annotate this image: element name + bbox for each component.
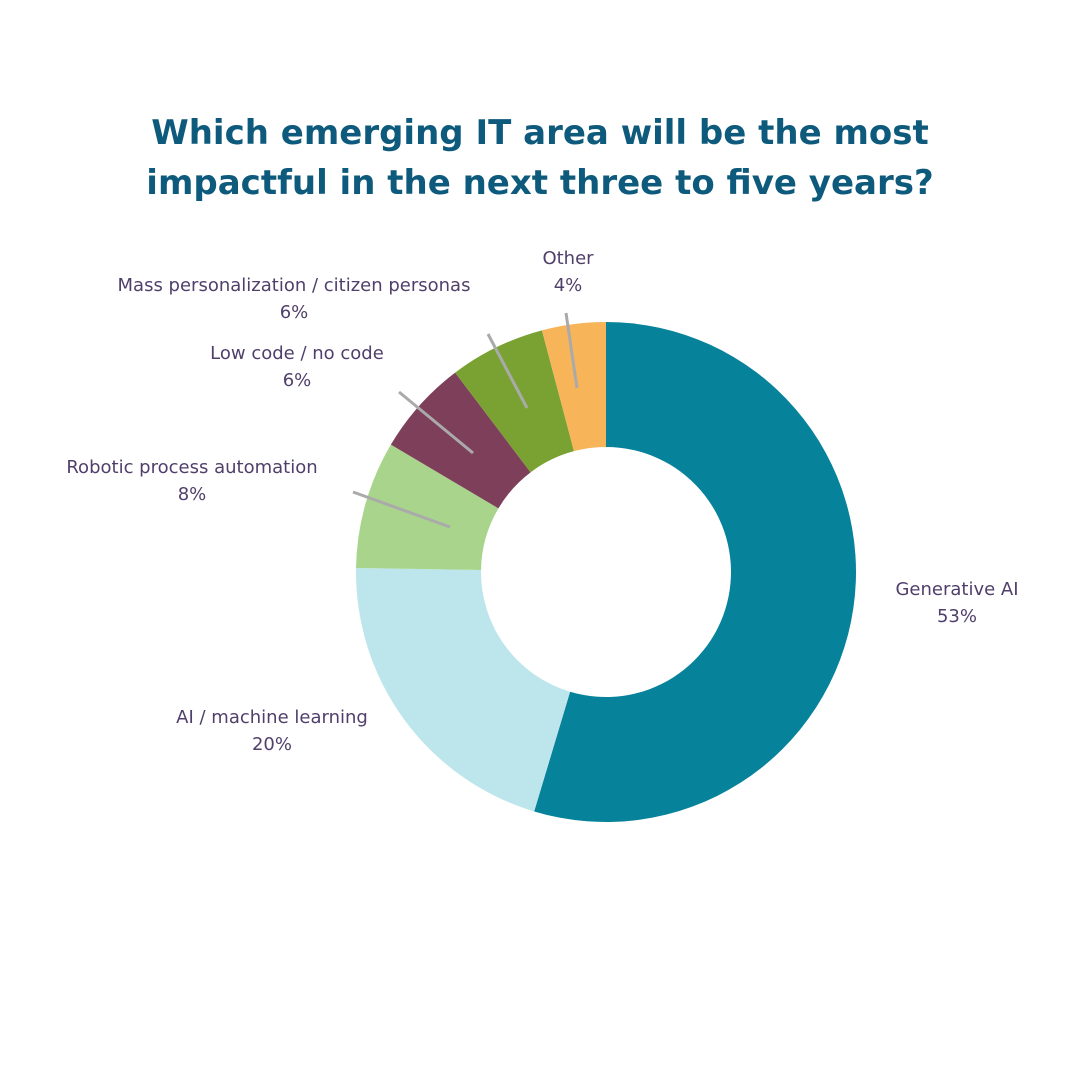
slice-value-low-code-no-code: 6% — [283, 370, 312, 391]
slice-generative-ai — [534, 322, 857, 822]
leader-lines — [352, 312, 579, 529]
slice-ai-machine-learning — [356, 567, 571, 812]
leader-line-other — [564, 312, 579, 389]
slice-labels: Generative AI 53% AI / machine learning 20%… — [66, 248, 1018, 755]
slice-low-code-no-code — [390, 372, 531, 509]
slice-name-robotic-process-automation: Robotic process automation — [66, 457, 317, 478]
slice-other — [541, 322, 606, 452]
slice-name-other: Other — [542, 248, 594, 269]
slice-value-mass-personalization-citizen-personas: 6% — [280, 302, 309, 323]
slice-name-generative-ai: Generative AI — [895, 579, 1018, 600]
chart-title-line-2: impactful in the next three to five year… — [146, 163, 934, 203]
slice-value-generative-ai: 53% — [937, 606, 977, 627]
slice-mass-personalization-citizen-personas — [455, 330, 574, 473]
slice-robotic-process-automation — [356, 444, 499, 570]
slice-value-ai-machine-learning: 20% — [252, 734, 292, 755]
slice-name-low-code-no-code: Low code / no code — [210, 343, 384, 364]
leader-line-mass-personalization-citizen-personas — [486, 333, 529, 409]
slice-value-robotic-process-automation: 8% — [178, 484, 207, 505]
leader-line-robotic-process-automation — [352, 490, 451, 529]
donut-slices — [356, 322, 857, 822]
chart-title-line-1: Which emerging IT area will be the most — [151, 113, 929, 153]
leader-line-low-code-no-code — [398, 390, 474, 455]
slice-name-ai-machine-learning: AI / machine learning — [176, 707, 368, 728]
slice-name-mass-personalization-citizen-personas: Mass personalization / citizen personas — [118, 275, 471, 296]
slice-value-other: 4% — [554, 275, 583, 296]
chart-title: Which emerging IT area will be the most … — [90, 108, 990, 208]
